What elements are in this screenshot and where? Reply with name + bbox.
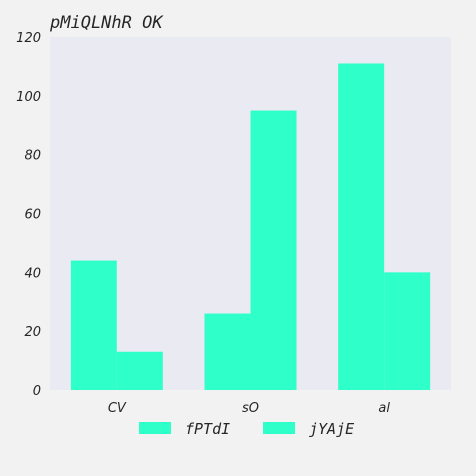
y-tick-label: 120: [16, 31, 41, 46]
x-tick-label: CV: [108, 401, 127, 416]
legend-label: jYAjE: [309, 420, 354, 438]
legend-swatch: [263, 422, 295, 434]
y-tick-label: 60: [24, 208, 41, 223]
bar-jYAjE-al: [384, 272, 431, 390]
x-axis-ticks: CV sO al: [108, 401, 391, 416]
chart-title: pMiQLNhR OK: [49, 13, 164, 33]
bar-jYAjE-sO: [250, 110, 297, 391]
y-tick-label: 40: [24, 266, 41, 281]
y-tick-label: 20: [24, 325, 41, 340]
bar-jYAjE-CV: [116, 351, 163, 390]
bar-fPTdI-sO: [204, 313, 251, 390]
x-tick-label: al: [378, 401, 390, 416]
y-axis-ticks: 0 20 40 60 80 100 120: [16, 31, 41, 399]
bars: [70, 63, 431, 391]
y-tick-label: 0: [33, 384, 41, 399]
legend-label: fPTdI: [185, 420, 230, 438]
bar-fPTdI-al: [338, 63, 385, 390]
legend-swatch: [139, 422, 171, 434]
x-tick-label: sO: [242, 401, 259, 416]
legend: fPTdI jYAjE: [139, 420, 354, 438]
y-tick-label: 80: [24, 149, 41, 164]
y-tick-label: 100: [16, 90, 41, 105]
bar-fPTdI-CV: [70, 260, 117, 390]
